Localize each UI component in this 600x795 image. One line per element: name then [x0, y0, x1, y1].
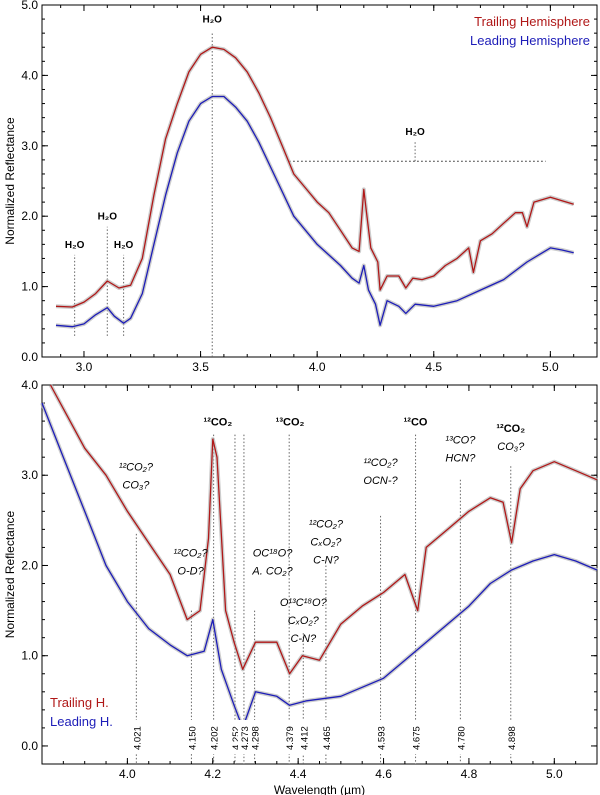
- feature-label-bg: [319, 720, 332, 754]
- feature-wavelength-label: 4.780: [456, 726, 467, 750]
- molecule-annotation: ¹²CO₂: [496, 423, 525, 435]
- feature-label-bg: [454, 720, 467, 754]
- y-tick-label: 1.0: [21, 649, 38, 663]
- molecule-annotation: ¹²CO₂?: [173, 547, 208, 559]
- series-line-leading: [55, 95, 574, 328]
- y-tick-label: 5.0: [21, 0, 38, 12]
- plot-frame: [41, 4, 598, 358]
- molecule-annotation: HCN?: [445, 453, 476, 465]
- x-tick-label: 3.5: [192, 360, 209, 374]
- x-tick-label: 4.4: [290, 767, 307, 781]
- molecule-annotation: ¹²CO₂?: [119, 462, 154, 474]
- molecule-annotation: CₓO₂?: [288, 615, 320, 627]
- series-line-leading: [41, 402, 598, 729]
- feature-wavelength-label: 4.273: [240, 726, 251, 750]
- molecule-annotation: OCN-?: [363, 475, 398, 487]
- x-tick-label: 4.2: [204, 767, 221, 781]
- feature-wavelength-label: 4.202: [210, 726, 221, 750]
- feature-label-bg: [237, 720, 250, 754]
- feature-label-bg: [185, 720, 198, 754]
- y-tick-label: 0.0: [21, 350, 38, 364]
- x-tick-label: 5.0: [542, 360, 559, 374]
- feature-wavelength-label: 4.593: [377, 726, 388, 750]
- x-tick-label: 4.5: [425, 360, 442, 374]
- molecule-annotation: ¹²CO₂?: [309, 519, 344, 531]
- molecule-annotation: ¹³CO?: [445, 435, 476, 447]
- feature-label-bg: [374, 720, 387, 754]
- y-tick-label: 3.0: [21, 468, 38, 482]
- y-axis-label: Normalized Reflectance: [3, 117, 17, 245]
- h2o-annotation: H₂O: [114, 240, 134, 251]
- feature-label-bg: [297, 720, 310, 754]
- y-tick-label: 1.0: [21, 280, 38, 294]
- feature-wavelength-label: 4.379: [285, 726, 296, 750]
- y-tick-label: 2.0: [21, 209, 38, 223]
- molecule-annotation: OC¹⁸O?: [253, 547, 293, 559]
- molecule-annotation: ¹²CO: [404, 417, 428, 429]
- feature-wavelength-label: 4.298: [251, 726, 262, 750]
- legend-entry-trailing: Trailing Hemisphere: [474, 14, 590, 29]
- error-band: [55, 45, 575, 309]
- legend-entry-leading: Leading Hemisphere: [470, 33, 590, 48]
- molecule-annotation: C-N?: [313, 555, 340, 567]
- molecule-annotation: A. CO₂?: [251, 565, 293, 577]
- feature-label-bg: [130, 720, 143, 754]
- feature-wavelength-label: 4.252: [231, 726, 242, 750]
- y-axis-label: Normalized Reflectance: [3, 510, 17, 638]
- molecule-annotation: ¹²CO₂: [204, 417, 233, 429]
- x-tick-label: 4.0: [119, 767, 136, 781]
- feature-label-bg: [248, 720, 261, 754]
- x-axis-label: Wavelength (µm): [274, 783, 365, 795]
- feature-wavelength-label: 4.465: [322, 726, 333, 750]
- molecule-annotation: ¹³CO₂: [276, 417, 305, 429]
- feature-label-bg: [283, 720, 296, 754]
- y-tick-label: 0.0: [21, 739, 38, 753]
- molecule-annotation: CₓO₂?: [310, 537, 342, 549]
- feature-wavelength-label: 4.150: [187, 726, 198, 750]
- y-tick-label: 2.0: [21, 558, 38, 572]
- molecule-annotation: CO₃?: [497, 441, 525, 453]
- molecule-annotation: ¹²CO₂?: [363, 457, 398, 469]
- y-tick-label: 4.0: [21, 378, 38, 392]
- feature-wavelength-label: 4.021: [132, 726, 143, 750]
- h2o-annotation: H₂O: [65, 240, 85, 251]
- feature-label-bg: [409, 720, 422, 754]
- feature-wavelength-label: 4.412: [299, 726, 310, 750]
- top-panel: 3.0 3.5 4.0 4.5 5.0 0.0 1.0 2.0 3.0 4.0 5.0 Normali…: [3, 0, 598, 374]
- h2o-annotation: H₂O: [203, 15, 223, 26]
- legend-entry-leading: Leading H.: [50, 714, 113, 729]
- molecule-annotation: O¹³C¹⁸O?: [280, 597, 328, 609]
- x-tick-label: 4.8: [461, 767, 478, 781]
- series-line-trailing: [49, 384, 598, 675]
- molecule-annotation: CO₃?: [122, 480, 150, 492]
- x-tick-label: 4.6: [375, 767, 392, 781]
- x-tick-label: 5.0: [546, 767, 563, 781]
- h2o-annotation: H₂O: [405, 127, 425, 138]
- feature-wavelength-label: 4.898: [507, 726, 518, 750]
- error-band: [55, 94, 575, 329]
- feature-label-bg: [504, 720, 517, 754]
- y-tick-label: 4.0: [21, 68, 38, 82]
- series-line-trailing: [55, 46, 574, 308]
- h2o-annotation: H₂O: [98, 212, 118, 223]
- y-tick-label: 3.0: [21, 139, 38, 153]
- x-tick-label: 3.0: [76, 360, 93, 374]
- molecule-annotation: C-N?: [290, 633, 317, 645]
- bottom-panel: 4.0 4.2 4.4 4.6 4.8 5.0 0.0 1.0 2.0 3.0 4.0 Normali…: [3, 378, 598, 795]
- x-tick-label: 4.0: [309, 360, 326, 374]
- legend-entry-trailing: Trailing H.: [50, 695, 109, 710]
- feature-label-bg: [207, 720, 220, 754]
- feature-wavelength-label: 4.675: [412, 726, 423, 750]
- molecule-annotation: O-D?: [177, 565, 204, 577]
